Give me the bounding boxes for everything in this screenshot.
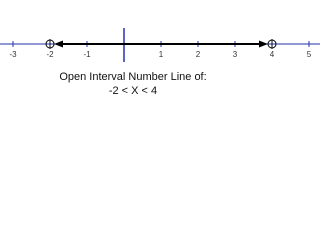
arrow-head-right [259,40,268,48]
tick-label: -3 [9,50,17,59]
caption-line1: Open Interval Number Line of: [59,71,206,83]
background [0,0,320,117]
tick-label: 3 [233,50,238,59]
tick-label: 4 [270,50,275,59]
arrow-head-left [54,40,63,48]
marks: -3 -2 -1 1 2 3 4 5 [9,28,312,62]
number-line-diagram: Open Interval Number Line of: -2 < X < 4… [0,0,320,117]
tick-label: 2 [196,50,201,59]
caption-line2: -2 < X < 4 [109,85,157,97]
tick-label: 1 [159,50,164,59]
tick-label: -2 [46,50,54,59]
tick-label: -1 [83,50,91,59]
tick-label: 5 [307,50,312,59]
